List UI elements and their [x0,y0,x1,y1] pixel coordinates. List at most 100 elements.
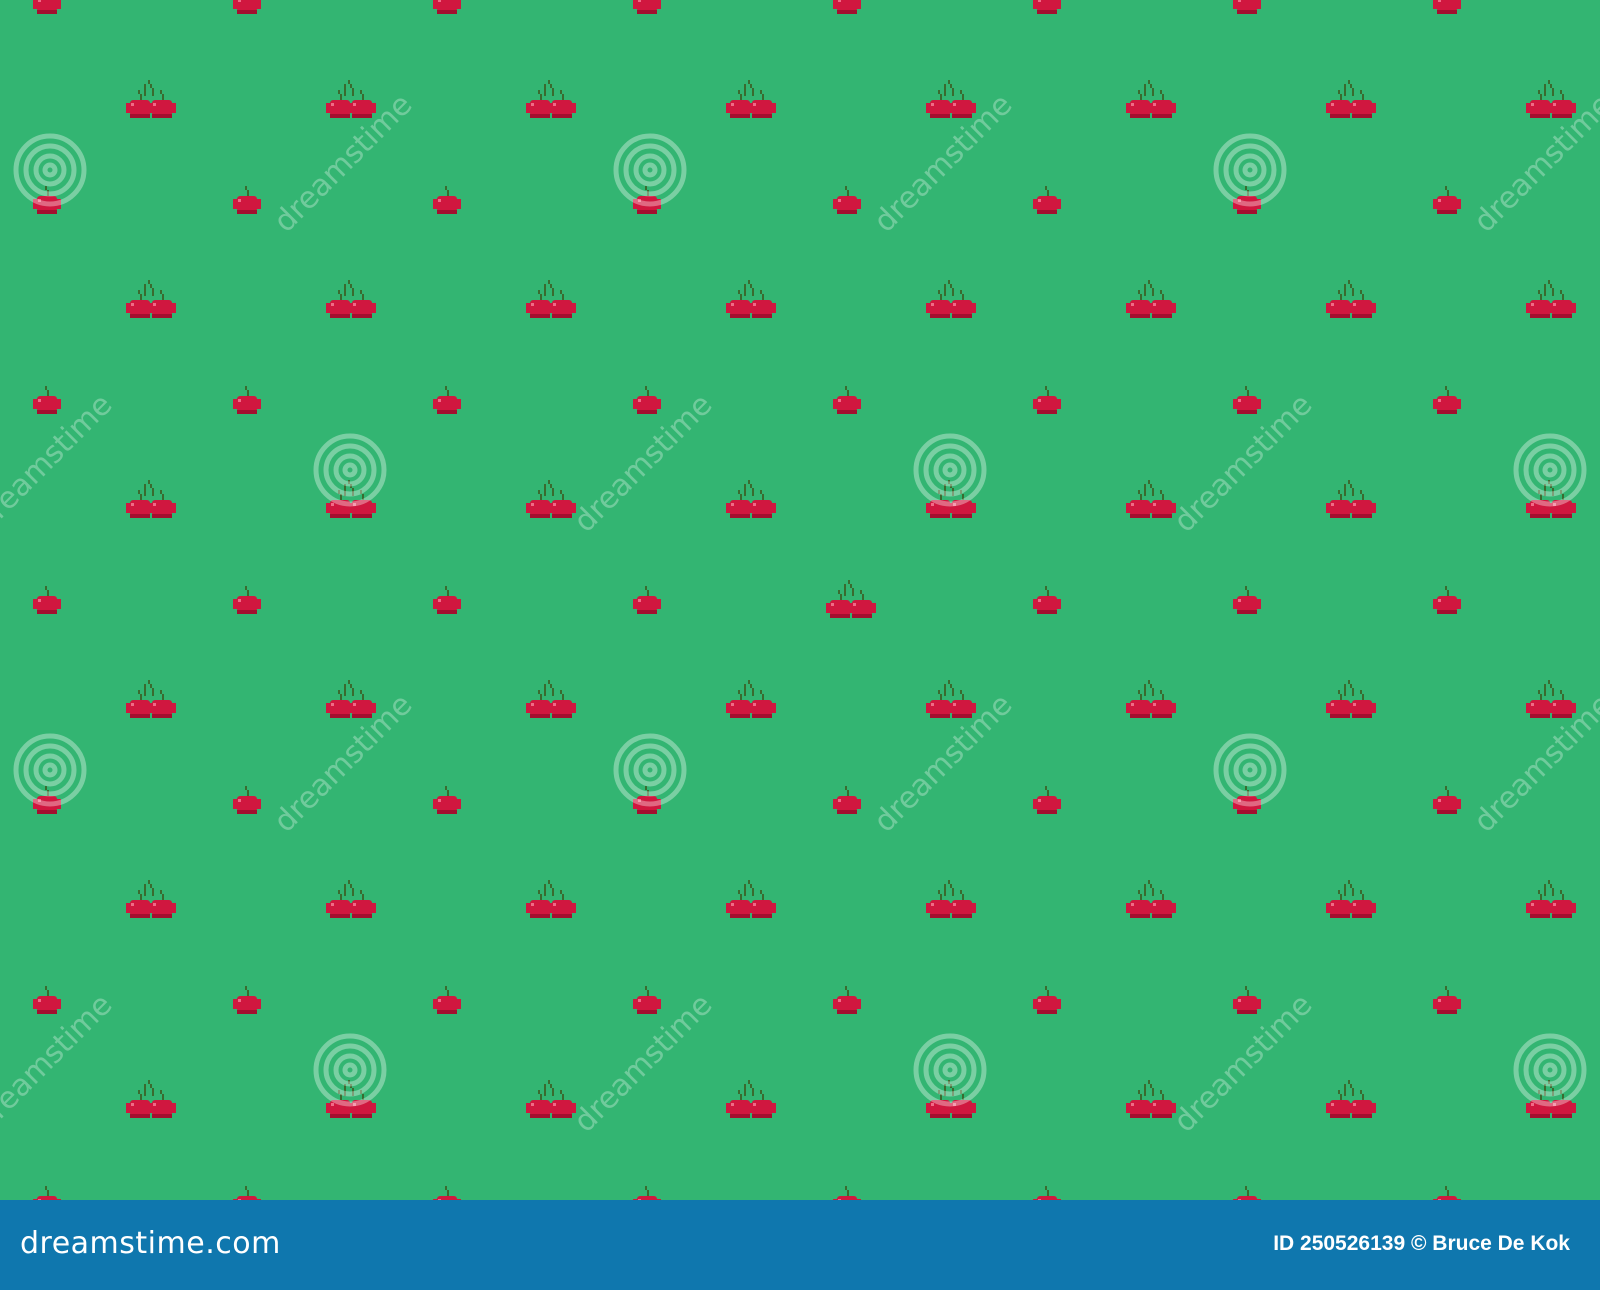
spiral-logo-icon [913,1033,987,1107]
cherry-pair-icon [726,680,776,718]
cherry-pair-icon [1126,80,1176,118]
single-cherry-icon [433,1186,461,1200]
cherry-pair-icon [526,280,576,318]
single-cherry-icon [433,586,461,614]
single-cherry-icon [833,986,861,1014]
spiral-logo-icon [913,433,987,507]
cherry-pair-icon [126,80,176,118]
spiral-logo-icon [1513,433,1587,507]
cherry-pair-icon [726,280,776,318]
single-cherry-icon [233,386,261,414]
spiral-logo-icon [313,433,387,507]
single-cherry-icon [433,986,461,1014]
cherry-pair-icon [1326,480,1376,518]
single-cherry-icon [633,586,661,614]
spiral-logo-icon [13,733,87,807]
single-cherry-icon [33,1186,61,1200]
cherry-pair-icon [726,480,776,518]
single-cherry-icon [1233,0,1261,14]
cherry-pair-icon [326,880,376,918]
single-cherry-icon [433,186,461,214]
single-cherry-icon [633,986,661,1014]
spiral-logo-icon [613,733,687,807]
single-cherry-icon [233,0,261,14]
dreamstime-logo: dreamstime.com [20,1226,281,1261]
single-cherry-icon [233,786,261,814]
single-cherry-icon [1233,986,1261,1014]
cherry-pair-icon [726,80,776,118]
single-cherry-icon [233,186,261,214]
single-cherry-icon [433,786,461,814]
cherry-pair-icon [826,580,876,618]
single-cherry-icon [233,586,261,614]
spiral-logo-icon [1513,1033,1587,1107]
single-cherry-icon [1033,586,1061,614]
cherry-pair-icon [126,280,176,318]
cherry-pair-icon [726,1080,776,1118]
single-cherry-icon [33,986,61,1014]
single-cherry-icon [1233,1186,1261,1200]
cherry-pattern: dreamstime dreamstime dreamstimedreamstime… [0,0,1600,1200]
cherry-pair-icon [526,680,576,718]
cherry-pair-icon [326,280,376,318]
image-credit: ID 250526139 © Bruce De Kok [1273,1232,1570,1255]
spiral-logo-icon [313,1033,387,1107]
cherry-pair-icon [1126,680,1176,718]
single-cherry-icon [1233,386,1261,414]
single-cherry-icon [833,1186,861,1200]
single-cherry-icon [233,986,261,1014]
single-cherry-icon [1033,986,1061,1014]
single-cherry-icon [1033,786,1061,814]
single-cherry-icon [1233,586,1261,614]
watermark-text: dreamstime [0,987,119,1139]
cherry-pair-icon [126,880,176,918]
single-cherry-icon [1433,386,1461,414]
single-cherry-icon [1433,986,1461,1014]
cherry-pair-icon [1326,80,1376,118]
cherry-pair-icon [926,880,976,918]
cherry-pair-icon [1126,280,1176,318]
single-cherry-icon [33,0,61,14]
spiral-logo-icon [13,133,87,207]
single-cherry-icon [633,0,661,14]
cherry-pair-icon [1326,880,1376,918]
single-cherry-icon [1433,186,1461,214]
cherry-pair-icon [526,880,576,918]
cherry-pair-icon [1526,280,1576,318]
cherry-pair-icon [526,80,576,118]
single-cherry-icon [33,386,61,414]
single-cherry-icon [1433,786,1461,814]
cherry-pair-icon [1326,680,1376,718]
spiral-logo-icon [1213,133,1287,207]
single-cherry-icon [1033,186,1061,214]
single-cherry-icon [1433,586,1461,614]
single-cherry-icon [833,386,861,414]
single-cherry-icon [633,1186,661,1200]
single-cherry-icon [1033,386,1061,414]
cherry-pair-icon [1326,280,1376,318]
single-cherry-icon [433,386,461,414]
single-cherry-icon [833,186,861,214]
spiral-logo-icon [1213,733,1287,807]
single-cherry-icon [233,1186,261,1200]
cherry-pair-icon [1326,1080,1376,1118]
single-cherry-icon [833,786,861,814]
cherry-pair-icon [126,480,176,518]
single-cherry-icon [33,586,61,614]
single-cherry-icon [1033,0,1061,14]
cherry-pair-icon [926,280,976,318]
cherry-pair-icon [126,680,176,718]
single-cherry-icon [1433,1186,1461,1200]
single-cherry-icon [1033,1186,1061,1200]
single-cherry-icon [633,386,661,414]
single-cherry-icon [1433,0,1461,14]
watermark-text: dreamstime [0,387,119,539]
footer-bar: dreamstime.com ID 250526139 © Bruce De K… [0,1200,1600,1290]
cherry-pair-icon [1526,880,1576,918]
single-cherry-icon [433,0,461,14]
single-cherry-icon [833,0,861,14]
cherry-pair-icon [126,1080,176,1118]
cherry-pair-icon [1126,880,1176,918]
cherry-pair-icon [726,880,776,918]
spiral-logo-icon [613,133,687,207]
